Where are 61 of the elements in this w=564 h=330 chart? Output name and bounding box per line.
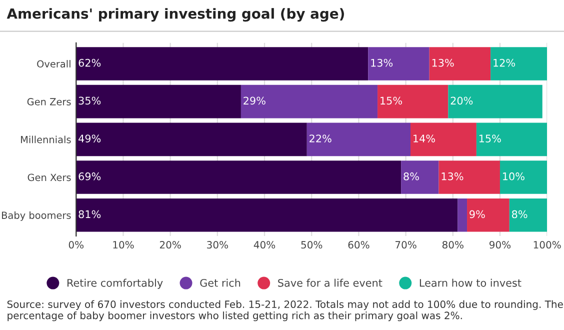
data-label: 8% — [404, 172, 419, 180]
data-label: 62% — [78, 58, 101, 67]
x-tick-label: 50% — [301, 240, 322, 249]
y-tick-label: Baby boomers — [2, 211, 71, 221]
bar — [76, 160, 402, 194]
legend-label: Get rich — [200, 278, 240, 287]
bar — [401, 160, 439, 194]
x-tick-label: 10% — [113, 240, 134, 249]
bar — [368, 47, 430, 80]
x-tick-label: 100% — [534, 240, 561, 249]
y-tick-label: Millennials — [21, 136, 71, 144]
data-label: 10% — [503, 172, 524, 180]
data-label: 13% — [432, 58, 454, 67]
bar — [306, 122, 411, 156]
legend-label: Retire comfortably — [67, 278, 163, 289]
bar — [476, 122, 548, 156]
chart-title: Americans' primary investing goal (by age) — [6, 8, 344, 22]
legend-label: Save for a life event — [278, 278, 382, 287]
data-label: 81% — [78, 210, 101, 218]
data-label: 9% — [470, 210, 485, 218]
x-tick-label: 20% — [160, 240, 181, 249]
y-tick-label: Gen Zers — [27, 98, 71, 106]
x-tick-label: 40% — [254, 240, 276, 249]
bar — [500, 160, 548, 194]
legend-label: Learn how to invest — [420, 278, 522, 287]
source-note: Source: survey of 670 investors conducted Feb. 15-21, 2022. Totals may not add to 100% due to rounding. The percentage of baby boomer investors who listed getting rich as their primary goal was 2%. — [7, 300, 563, 322]
x-tick-label: 60% — [348, 240, 370, 249]
bar — [467, 198, 510, 232]
data-label: 13% — [371, 58, 393, 67]
bar — [76, 198, 458, 232]
data-label: 22% — [310, 134, 332, 142]
y-tick-label: Overall — [37, 60, 70, 68]
x-tick-label: 80% — [442, 240, 464, 249]
x-tick-label: 70% — [396, 240, 416, 249]
bar — [438, 160, 500, 194]
data-label: 15% — [479, 134, 501, 142]
bar — [429, 47, 491, 80]
data-label: 29% — [244, 96, 266, 105]
data-label: 35% — [78, 96, 101, 105]
data-label: 8% — [512, 210, 528, 218]
y-tick-label: Gen Xers — [28, 174, 71, 182]
x-tick-label: 0% — [68, 240, 84, 249]
data-label: 15% — [380, 96, 402, 105]
data-label: 13% — [442, 172, 464, 180]
data-label: 14% — [414, 134, 435, 142]
x-tick-label: 30% — [207, 240, 228, 249]
bar — [448, 84, 542, 118]
bar — [509, 198, 548, 232]
data-label: 69% — [78, 172, 101, 180]
data-label: 12% — [494, 58, 516, 67]
bar — [76, 84, 241, 118]
bar — [76, 122, 307, 156]
x-tick-label: 90% — [490, 240, 511, 249]
bar — [76, 47, 368, 80]
bar — [378, 84, 448, 118]
data-label: 49% — [78, 134, 101, 142]
bar — [458, 198, 468, 232]
bar — [410, 122, 476, 156]
data-label: 20% — [450, 96, 473, 105]
bar — [240, 84, 378, 118]
bar — [490, 47, 548, 80]
